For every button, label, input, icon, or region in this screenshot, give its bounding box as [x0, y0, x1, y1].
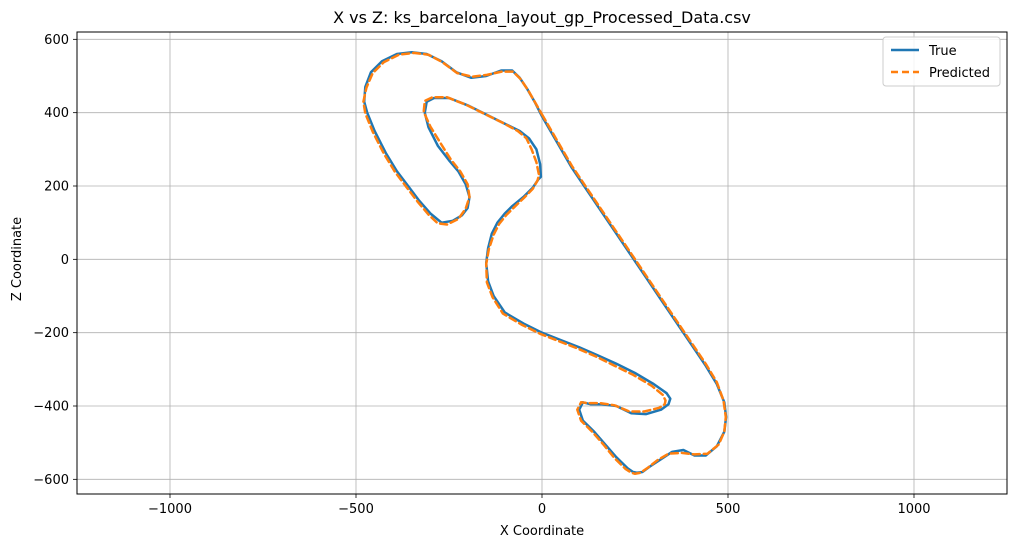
y-tick-label: −600 [33, 473, 69, 488]
legend: True Predicted [882, 36, 1001, 87]
series-line-predicted [362, 51, 728, 476]
x-tick-label: 1000 [897, 502, 930, 517]
x-tick-label: 500 [716, 502, 741, 517]
x-axis-title: X Coordinate [500, 524, 584, 539]
y-tick-label: 0 [61, 253, 69, 268]
grid-lines [77, 32, 1007, 494]
y-tick-label: −400 [33, 400, 69, 415]
chart-title: X vs Z: ks_barcelona_layout_gp_Processed… [333, 8, 751, 28]
x-tick-label: 0 [538, 502, 546, 517]
y-tick-label: 400 [44, 106, 69, 121]
x-tick-label: −500 [338, 502, 374, 517]
x-tick-label: −1000 [148, 502, 192, 517]
y-tick-label: 600 [44, 33, 69, 48]
series-lines [362, 50, 728, 476]
y-tick-label: 200 [44, 180, 69, 195]
legend-label-true: True [928, 44, 957, 59]
axis-ticks: −1000 −500 0 500 1000 −600 −400 −200 0 200 400 600 [33, 33, 930, 517]
y-tick-label: −200 [33, 326, 69, 341]
legend-label-predicted: Predicted [929, 66, 990, 81]
y-axis-title: Z Coordinate [10, 217, 25, 301]
